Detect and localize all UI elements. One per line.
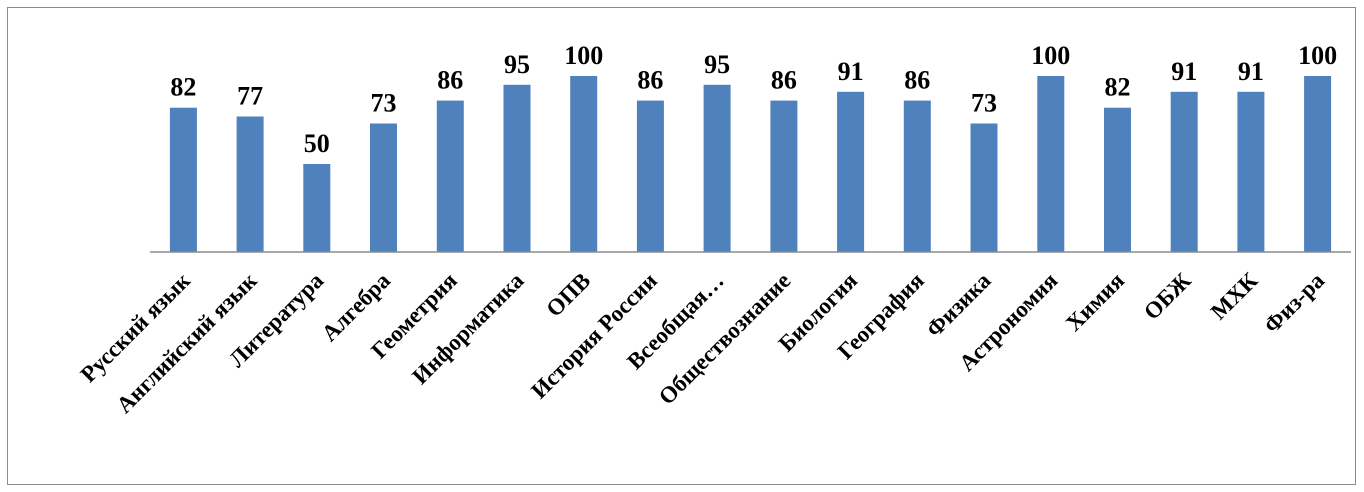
data-label: 100: [1031, 41, 1070, 70]
data-label: 91: [838, 57, 864, 86]
bar: [570, 76, 598, 252]
x-tick-label: МХК: [1206, 268, 1263, 325]
bar: [503, 84, 531, 252]
bar: [370, 123, 397, 252]
bar: [1237, 91, 1265, 252]
chart-frame: [7, 7, 1356, 485]
bar: [970, 123, 998, 252]
bar: [703, 84, 731, 252]
bar: [1037, 76, 1065, 252]
data-label: 91: [1238, 57, 1264, 86]
x-tick-label: История России: [526, 268, 662, 404]
data-label: 86: [437, 66, 463, 95]
bar: [169, 107, 197, 252]
data-label: 100: [564, 41, 603, 70]
bar: [770, 100, 798, 252]
data-label: 73: [971, 89, 997, 118]
bar: [1170, 91, 1198, 252]
x-tick-label: Химия: [1061, 268, 1129, 336]
data-label: 86: [904, 66, 930, 95]
data-label: 82: [170, 73, 196, 102]
data-label: 77: [237, 82, 263, 111]
bars-group: [169, 76, 1332, 252]
data-label: 86: [771, 66, 797, 95]
bar: [1304, 76, 1332, 252]
data-label: 95: [704, 50, 730, 79]
data-label: 100: [1298, 41, 1337, 70]
bar: [636, 100, 664, 252]
data-label: 50: [304, 129, 330, 158]
bar: [436, 100, 464, 252]
bar: [236, 116, 264, 252]
bar: [303, 164, 331, 252]
bar: [903, 100, 931, 252]
data-label: 73: [371, 89, 397, 118]
data-label: 82: [1105, 73, 1131, 102]
data-label: 95: [504, 50, 530, 79]
x-tick-label: ОБЖ: [1139, 268, 1196, 325]
value-labels-group: 82 77 50 73 86 95 100 86 95 86 91 86 73 100 82 91 91 100: [170, 41, 1337, 158]
data-label: 86: [637, 66, 663, 95]
bar: [837, 91, 865, 252]
bar: [1104, 107, 1131, 252]
data-label: 91: [1171, 57, 1197, 86]
x-tick-label: Физ-ра: [1259, 268, 1329, 338]
x-tick-label: ОПВ: [541, 268, 595, 322]
